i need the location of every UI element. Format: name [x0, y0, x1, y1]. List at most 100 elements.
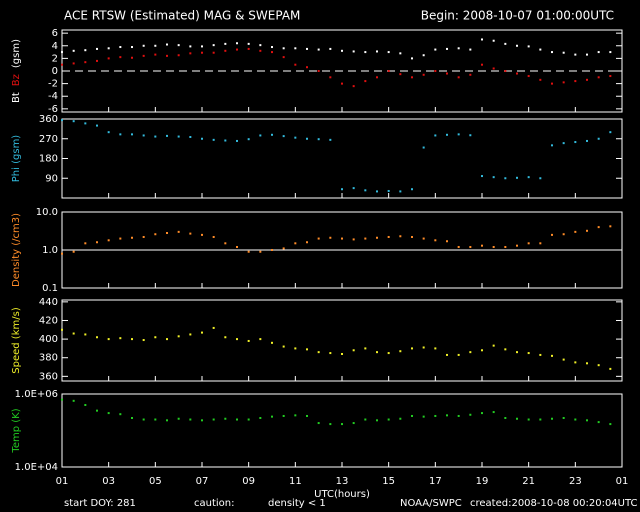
data-point: [317, 237, 320, 240]
data-point: [492, 67, 495, 70]
y-tick-label: 270: [39, 134, 58, 145]
caution-note: density < 1: [268, 498, 326, 509]
data-point: [212, 51, 215, 54]
y-tick-label: 440: [39, 297, 58, 308]
data-point: [399, 235, 402, 238]
panel-frame: [61, 299, 623, 382]
data-point: [434, 239, 437, 242]
x-tick-label: 21: [522, 476, 535, 487]
data-point: [294, 63, 297, 66]
data-point: [166, 419, 168, 422]
data-point: [282, 247, 285, 250]
data-point: [376, 419, 378, 422]
data-point: [247, 339, 250, 342]
data-point: [131, 133, 133, 136]
data-point: [504, 177, 507, 180]
data-point: [177, 135, 180, 138]
data-point: [422, 415, 425, 418]
x-tick-label: 07: [196, 476, 209, 487]
data-point: [224, 417, 227, 420]
data-point: [119, 237, 122, 240]
data-point: [609, 367, 612, 370]
data-point: [504, 42, 507, 45]
data-point: [294, 414, 297, 417]
data-point: [96, 409, 98, 412]
data-point: [586, 362, 588, 365]
data-point: [236, 48, 238, 51]
data-point: [329, 138, 332, 141]
x-tick-label: 09: [242, 476, 255, 487]
legend-entry: Bt: [11, 92, 22, 103]
data-point: [387, 189, 390, 192]
data-point: [72, 250, 75, 253]
data-point: [107, 338, 110, 341]
start-doy: start DOY: 281: [64, 498, 136, 509]
data-point: [434, 70, 437, 72]
data-point: [376, 351, 378, 354]
data-point: [527, 242, 530, 245]
data-point: [224, 42, 227, 45]
data-point: [317, 138, 320, 141]
data-point: [294, 47, 297, 50]
data-point: [364, 347, 367, 350]
data-point: [434, 134, 437, 137]
x-tick-label: 03: [102, 476, 115, 487]
data-point: [201, 45, 203, 48]
data-point: [562, 51, 565, 54]
x-tick-label: 23: [569, 476, 582, 487]
y-tick-label: 4: [52, 41, 58, 52]
data-point: [177, 335, 180, 338]
data-point: [411, 188, 413, 191]
data-point: [84, 403, 87, 406]
data-point: [177, 417, 180, 420]
data-point: [516, 351, 518, 354]
y-tick-label: 0: [52, 66, 58, 77]
data-point: [457, 353, 460, 356]
data-point: [84, 242, 87, 245]
x-tick-label: 11: [289, 476, 302, 487]
data-point: [142, 418, 145, 421]
data-point: [212, 418, 215, 421]
data-point: [131, 417, 133, 420]
y-tick-label: 360: [39, 114, 58, 125]
y-tick-label: -4: [48, 91, 58, 102]
data-point: [422, 54, 425, 57]
data-point: [96, 47, 98, 50]
data-point: [341, 188, 343, 191]
data-point: [434, 414, 437, 417]
y-tick-label: 10.0: [36, 207, 58, 218]
data-point: [539, 177, 542, 180]
data-point: [609, 225, 612, 228]
data-point: [224, 49, 227, 52]
data-point: [574, 418, 577, 421]
data-point: [399, 190, 402, 193]
data-point: [376, 236, 378, 239]
data-point: [271, 341, 273, 344]
data-point: [411, 57, 413, 60]
chart-title: ACE RTSW (Estimated) MAG & SWEPAM: [64, 9, 300, 23]
panel-frame: [61, 393, 623, 468]
data-point: [527, 176, 530, 179]
data-point: [551, 233, 553, 236]
data-point: [107, 412, 110, 415]
data-point: [119, 337, 122, 340]
data-point: [457, 133, 460, 136]
data-point: [282, 345, 285, 348]
y-tick-label: 2: [52, 53, 58, 64]
data-point: [96, 241, 98, 244]
data-point: [259, 134, 262, 137]
data-point: [574, 230, 577, 233]
data-point: [131, 236, 133, 239]
data-point: [329, 76, 332, 79]
data-point: [212, 235, 215, 238]
data-point: [469, 413, 472, 416]
data-point: [119, 413, 122, 416]
data-point: [387, 235, 390, 238]
data-point: [352, 422, 355, 425]
data-point: [446, 240, 448, 243]
data-point: [376, 50, 378, 53]
data-point: [177, 230, 180, 233]
data-point: [504, 70, 507, 72]
data-point: [422, 237, 425, 240]
data-point: [446, 353, 448, 356]
